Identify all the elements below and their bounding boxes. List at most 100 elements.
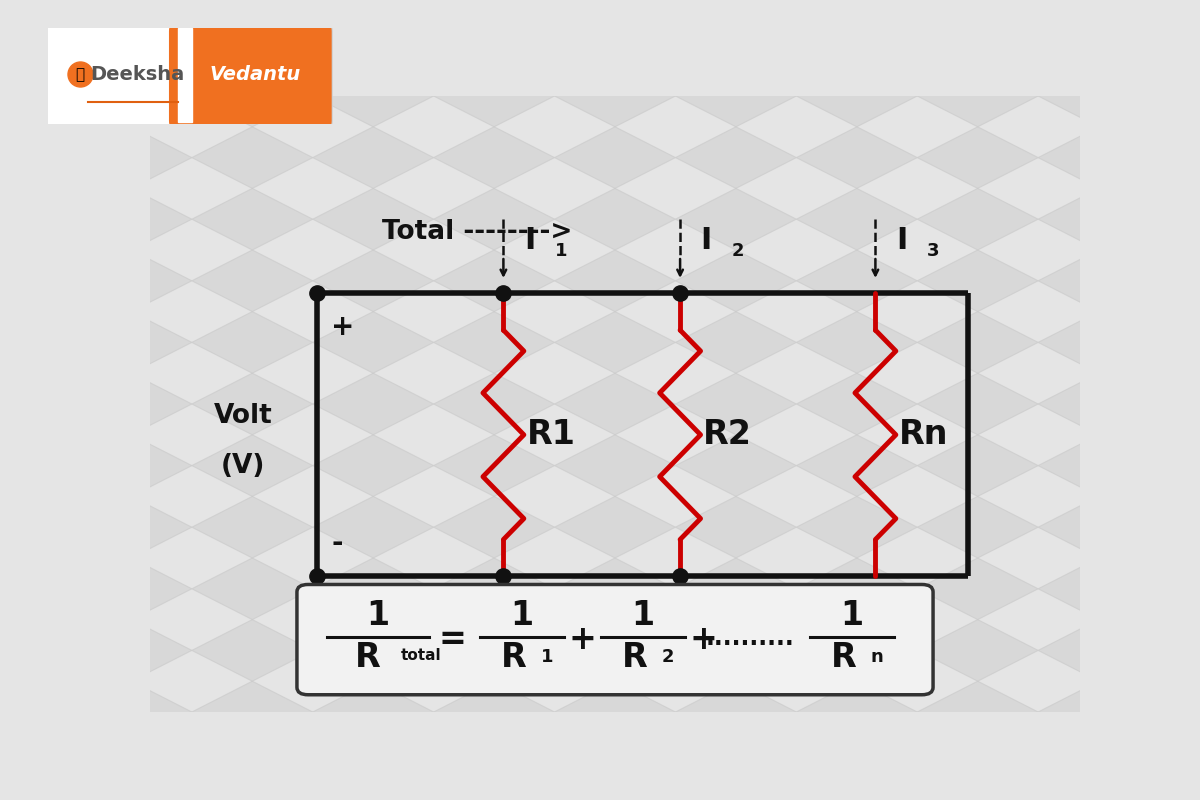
Polygon shape bbox=[797, 682, 917, 742]
Polygon shape bbox=[433, 311, 554, 373]
Polygon shape bbox=[1159, 682, 1200, 742]
Text: R2: R2 bbox=[703, 418, 752, 451]
Polygon shape bbox=[313, 250, 433, 311]
Text: R: R bbox=[355, 642, 380, 674]
Polygon shape bbox=[1038, 188, 1159, 250]
Polygon shape bbox=[0, 3, 71, 65]
Polygon shape bbox=[0, 188, 71, 250]
Polygon shape bbox=[1159, 558, 1200, 619]
Text: Deeksha: Deeksha bbox=[90, 65, 185, 84]
Polygon shape bbox=[433, 373, 554, 434]
Polygon shape bbox=[917, 496, 1038, 558]
Polygon shape bbox=[1038, 558, 1159, 619]
Polygon shape bbox=[676, 373, 797, 434]
Polygon shape bbox=[917, 558, 1038, 619]
Polygon shape bbox=[313, 188, 433, 250]
Polygon shape bbox=[313, 126, 433, 188]
Polygon shape bbox=[433, 3, 554, 65]
Text: Rn: Rn bbox=[899, 418, 948, 451]
Polygon shape bbox=[797, 311, 917, 373]
Polygon shape bbox=[554, 3, 676, 65]
Text: 1: 1 bbox=[366, 598, 390, 632]
Text: -: - bbox=[331, 529, 343, 557]
Text: ..........: .......... bbox=[706, 626, 794, 650]
Polygon shape bbox=[1159, 619, 1200, 682]
Polygon shape bbox=[797, 558, 917, 619]
Polygon shape bbox=[433, 558, 554, 619]
Polygon shape bbox=[0, 65, 71, 127]
Polygon shape bbox=[554, 126, 676, 188]
Polygon shape bbox=[192, 3, 313, 65]
Polygon shape bbox=[1038, 742, 1159, 800]
Polygon shape bbox=[71, 558, 192, 619]
Polygon shape bbox=[192, 250, 313, 311]
Polygon shape bbox=[554, 373, 676, 434]
Polygon shape bbox=[554, 558, 676, 619]
Polygon shape bbox=[1159, 311, 1200, 373]
Polygon shape bbox=[676, 65, 797, 127]
Polygon shape bbox=[797, 742, 917, 800]
Polygon shape bbox=[71, 65, 192, 127]
Polygon shape bbox=[1038, 435, 1159, 496]
Polygon shape bbox=[917, 65, 1038, 127]
Text: +: + bbox=[690, 623, 718, 656]
Polygon shape bbox=[554, 188, 676, 250]
Polygon shape bbox=[554, 311, 676, 373]
Text: 3: 3 bbox=[926, 242, 940, 260]
Polygon shape bbox=[313, 558, 433, 619]
Polygon shape bbox=[676, 435, 797, 496]
Polygon shape bbox=[1159, 496, 1200, 558]
Text: Total -------->: Total --------> bbox=[383, 218, 572, 245]
Text: I: I bbox=[524, 226, 535, 255]
Polygon shape bbox=[1038, 65, 1159, 127]
Polygon shape bbox=[433, 188, 554, 250]
Polygon shape bbox=[313, 311, 433, 373]
Polygon shape bbox=[917, 435, 1038, 496]
Polygon shape bbox=[0, 435, 71, 496]
Polygon shape bbox=[797, 496, 917, 558]
Polygon shape bbox=[554, 682, 676, 742]
Polygon shape bbox=[917, 188, 1038, 250]
Polygon shape bbox=[433, 126, 554, 188]
Polygon shape bbox=[192, 126, 313, 188]
Polygon shape bbox=[0, 250, 71, 311]
Polygon shape bbox=[676, 558, 797, 619]
Polygon shape bbox=[917, 250, 1038, 311]
Polygon shape bbox=[797, 250, 917, 311]
Polygon shape bbox=[1038, 126, 1159, 188]
Text: +: + bbox=[331, 313, 355, 341]
Polygon shape bbox=[0, 311, 71, 373]
Polygon shape bbox=[797, 373, 917, 434]
Polygon shape bbox=[554, 250, 676, 311]
Polygon shape bbox=[313, 682, 433, 742]
Polygon shape bbox=[0, 682, 71, 742]
Polygon shape bbox=[71, 373, 192, 434]
Polygon shape bbox=[192, 496, 313, 558]
Polygon shape bbox=[71, 188, 192, 250]
Polygon shape bbox=[1038, 619, 1159, 682]
Polygon shape bbox=[1159, 373, 1200, 434]
Text: R1: R1 bbox=[527, 418, 576, 451]
FancyBboxPatch shape bbox=[296, 585, 934, 694]
Text: 1: 1 bbox=[840, 598, 864, 632]
Text: +: + bbox=[569, 623, 596, 656]
Text: 🔥: 🔥 bbox=[76, 67, 84, 82]
Polygon shape bbox=[192, 65, 313, 127]
Polygon shape bbox=[433, 65, 554, 127]
Text: 1: 1 bbox=[541, 648, 553, 666]
Polygon shape bbox=[71, 435, 192, 496]
Polygon shape bbox=[676, 126, 797, 188]
Polygon shape bbox=[71, 496, 192, 558]
Polygon shape bbox=[797, 126, 917, 188]
Polygon shape bbox=[433, 619, 554, 682]
Text: n: n bbox=[871, 648, 883, 666]
Polygon shape bbox=[433, 435, 554, 496]
Polygon shape bbox=[676, 682, 797, 742]
Polygon shape bbox=[917, 619, 1038, 682]
Text: 2: 2 bbox=[661, 648, 674, 666]
Text: I: I bbox=[896, 226, 907, 255]
Polygon shape bbox=[0, 373, 71, 434]
Polygon shape bbox=[192, 682, 313, 742]
Polygon shape bbox=[71, 619, 192, 682]
Polygon shape bbox=[313, 435, 433, 496]
